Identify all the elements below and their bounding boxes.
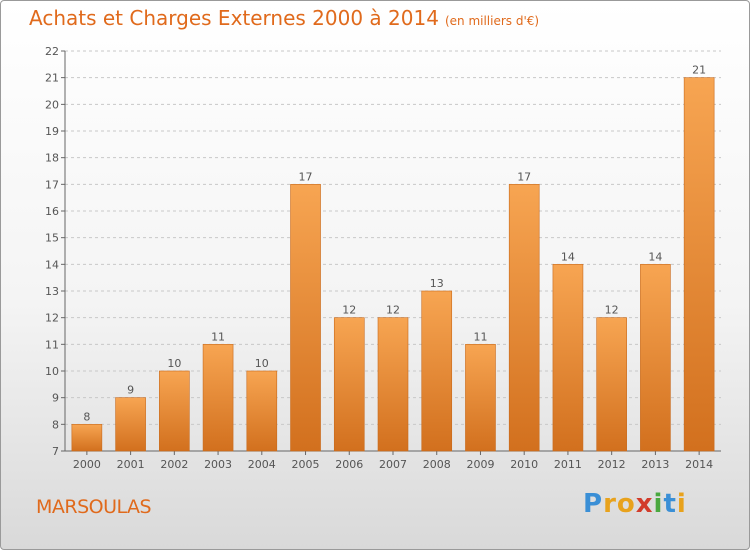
x-tick-label-2001: 2001 — [117, 458, 145, 471]
x-tick-label-2008: 2008 — [423, 458, 451, 471]
data-label-2008: 13 — [430, 277, 444, 290]
chart-title-text: Achats et Charges Externes 2000 à 2014 — [29, 6, 439, 30]
y-tick-label-19: 19 — [45, 125, 59, 138]
data-label-2003: 11 — [211, 330, 225, 343]
y-tick-label-16: 16 — [45, 205, 59, 218]
x-tick-label-2004: 2004 — [248, 458, 276, 471]
y-tick-label-18: 18 — [45, 152, 59, 165]
data-label-2005: 17 — [299, 170, 313, 183]
chart-title: Achats et Charges Externes 2000 à 2014 (e… — [29, 6, 539, 30]
y-tick-labels: 7 8 9 10 11 12 13 14 15 16 17 18 19 20 21 22 — [45, 45, 59, 458]
y-tick-label-8: 8 — [52, 418, 59, 431]
y-tick-label-14: 14 — [45, 258, 59, 271]
logo-letter-6: i — [676, 489, 687, 519]
data-label-2011: 14 — [561, 250, 575, 263]
bar-2004 — [246, 370, 278, 452]
chart-unit: (en milliers d'€) — [444, 14, 540, 28]
logo-letter-3: x — [635, 489, 654, 519]
bar-2012 — [596, 317, 627, 452]
logo-letter-0: P — [583, 489, 604, 519]
x-tick-label-2013: 2013 — [641, 458, 669, 471]
logo-letter-5: t — [663, 489, 677, 519]
data-label-2006: 12 — [342, 304, 356, 317]
data-label-2002: 10 — [167, 357, 181, 370]
data-labels: 8 9 10 11 10 17 12 12 13 11 17 14 12 14 21 — [83, 64, 706, 424]
town-name: MARSOULAS — [36, 496, 152, 518]
bars — [71, 77, 715, 452]
x-tick-label-2002: 2002 — [160, 458, 188, 471]
bar-2007 — [377, 317, 409, 452]
bar-2003 — [202, 344, 234, 452]
bar-2005 — [290, 184, 321, 452]
y-tick-label-21: 21 — [45, 72, 59, 85]
bar-2008 — [421, 290, 453, 452]
x-tick-label-2000: 2000 — [73, 458, 101, 471]
x-tick-label-2006: 2006 — [335, 458, 363, 471]
data-label-2010: 17 — [517, 170, 531, 183]
bar-2000 — [71, 424, 103, 452]
y-tick-label-10: 10 — [45, 365, 59, 378]
y-tick-label-11: 11 — [45, 338, 59, 351]
bar-2010 — [508, 184, 540, 452]
logo-letter-1: r — [603, 489, 617, 519]
data-label-2004: 10 — [255, 357, 269, 370]
y-tick-label-9: 9 — [52, 392, 59, 405]
data-label-2012: 12 — [605, 304, 619, 317]
y-tick-label-22: 22 — [45, 45, 59, 58]
y-tick-label-15: 15 — [45, 232, 59, 245]
data-label-2000: 8 — [83, 410, 90, 423]
data-label-2013: 14 — [648, 250, 662, 263]
x-tick-label-2009: 2009 — [466, 458, 494, 471]
x-tick-label-2014: 2014 — [685, 458, 713, 471]
data-label-2014: 21 — [692, 64, 706, 77]
bar-2014 — [683, 77, 715, 452]
bar-2011 — [552, 264, 584, 452]
bar-2009 — [465, 344, 496, 452]
data-label-2007: 12 — [386, 304, 400, 317]
bar-2013 — [640, 264, 671, 452]
logo-letter-4: i — [653, 489, 664, 519]
logo-letter-2: o — [616, 489, 636, 519]
data-label-2001: 9 — [127, 384, 134, 397]
x-tick-label-2011: 2011 — [554, 458, 582, 471]
x-tick-labels: 2000 2001 2002 2003 2004 2005 2006 2007 2008 2009… — [73, 458, 713, 471]
x-tick-label-2012: 2012 — [598, 458, 626, 471]
bar-2006 — [333, 317, 365, 452]
y-tick-label-17: 17 — [45, 178, 59, 191]
x-tick-label-2005: 2005 — [292, 458, 320, 471]
x-tick-label-2007: 2007 — [379, 458, 407, 471]
x-tick-label-2003: 2003 — [204, 458, 232, 471]
bar-2001 — [115, 397, 146, 452]
x-tick-label-2010: 2010 — [510, 458, 538, 471]
y-tick-label-12: 12 — [45, 312, 59, 325]
y-tick-label-7: 7 — [52, 445, 59, 458]
proxiti-logo: Proxiti — [583, 489, 687, 519]
data-label-2009: 11 — [473, 330, 487, 343]
bar-2002 — [159, 370, 190, 452]
y-tick-label-13: 13 — [45, 285, 59, 298]
y-tick-label-20: 20 — [45, 98, 59, 111]
